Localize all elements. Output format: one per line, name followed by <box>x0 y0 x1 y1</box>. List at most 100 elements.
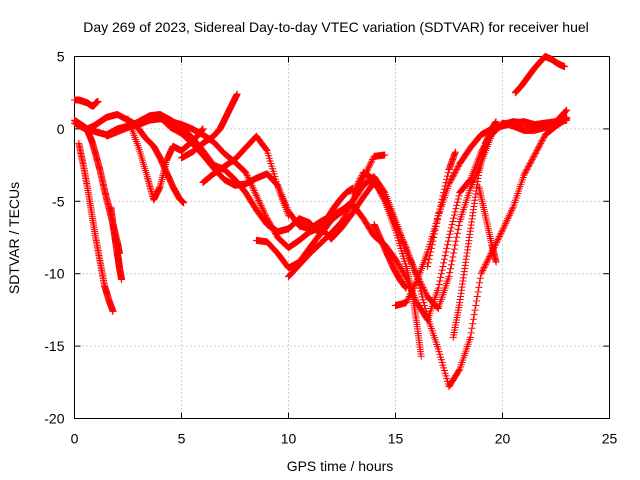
data-point <box>452 237 460 245</box>
data-point <box>506 210 514 218</box>
data-point <box>353 181 361 189</box>
data-point <box>404 294 412 302</box>
data-point <box>452 167 460 175</box>
data-point <box>403 297 411 305</box>
data-point <box>525 161 533 169</box>
data-point <box>476 279 484 287</box>
data-point <box>455 192 463 200</box>
data-point <box>536 141 544 149</box>
data-point <box>499 226 506 234</box>
data-point <box>417 352 425 360</box>
data-point <box>537 138 545 146</box>
data-point <box>451 241 459 249</box>
data-point <box>357 173 365 181</box>
data-point <box>411 282 419 290</box>
data-point <box>449 253 457 261</box>
data-point <box>349 184 357 192</box>
data-point <box>448 221 456 229</box>
data-point <box>406 291 414 299</box>
data-point <box>472 302 480 310</box>
data-point <box>444 169 452 177</box>
data-point <box>492 258 500 266</box>
data-point <box>563 106 571 114</box>
data-point <box>449 217 457 225</box>
x-tick-label: 25 <box>602 431 618 447</box>
data-point <box>477 270 485 278</box>
data-point <box>439 262 447 270</box>
data-point <box>347 200 355 208</box>
data-point <box>407 257 415 265</box>
data-point <box>372 179 380 187</box>
data-point <box>443 244 451 252</box>
data-point <box>508 206 516 214</box>
data-point <box>434 284 442 292</box>
data-point <box>439 192 447 200</box>
data-point <box>562 107 570 115</box>
data-point <box>455 367 463 375</box>
data-point <box>407 289 415 297</box>
data-point <box>446 230 454 238</box>
data-point <box>242 168 250 176</box>
data-point <box>469 320 477 328</box>
data-point <box>535 142 543 150</box>
data-point <box>252 192 260 200</box>
data-point <box>447 261 455 269</box>
x-tick-label: 20 <box>495 431 511 447</box>
data-point <box>534 144 542 152</box>
series-arc-h <box>71 96 102 110</box>
data-point <box>437 273 445 281</box>
data-point <box>403 248 411 256</box>
data-point <box>529 154 537 162</box>
data-point <box>533 147 541 155</box>
data-point <box>443 241 451 249</box>
data-point <box>455 222 463 230</box>
series-arc-j <box>135 125 188 207</box>
y-tick-label: -20 <box>44 411 64 427</box>
data-point <box>381 151 389 159</box>
data-point <box>254 195 262 203</box>
data-point <box>421 288 429 296</box>
data-point <box>355 178 363 186</box>
data-point <box>524 164 532 172</box>
data-point <box>423 310 431 318</box>
data-point <box>482 260 490 268</box>
data-point <box>261 210 269 218</box>
data-point <box>420 285 428 293</box>
series-arc-r <box>511 53 569 97</box>
data-point <box>255 196 263 204</box>
data-point <box>454 195 462 203</box>
data-point <box>493 237 501 245</box>
data-point <box>520 171 528 179</box>
data-point <box>258 203 266 211</box>
data-point <box>504 215 512 223</box>
data-point <box>501 221 509 229</box>
data-point <box>443 175 451 183</box>
data-point <box>350 194 358 202</box>
data-point <box>445 234 453 241</box>
data-point <box>118 275 126 283</box>
data-point <box>422 290 430 298</box>
x-axis-label: GPS time / hours <box>287 458 394 474</box>
data-point <box>364 165 372 173</box>
data-point <box>492 240 500 248</box>
data-point <box>242 170 250 178</box>
data-point <box>253 193 261 201</box>
data-point <box>531 151 539 159</box>
data-point <box>445 180 453 188</box>
data-point <box>451 148 459 156</box>
data-point <box>421 304 429 312</box>
data-point <box>499 225 507 233</box>
data-point <box>482 259 490 267</box>
data-point <box>251 188 259 196</box>
data-point <box>256 200 264 208</box>
data-point <box>454 225 462 233</box>
data-point <box>340 215 348 223</box>
data-point <box>537 139 545 147</box>
data-point <box>421 302 429 310</box>
data-point <box>480 263 488 271</box>
data-point <box>436 205 444 213</box>
data-point <box>255 198 263 206</box>
data-point <box>470 311 478 319</box>
data-point <box>411 268 419 276</box>
data-point <box>495 234 503 242</box>
